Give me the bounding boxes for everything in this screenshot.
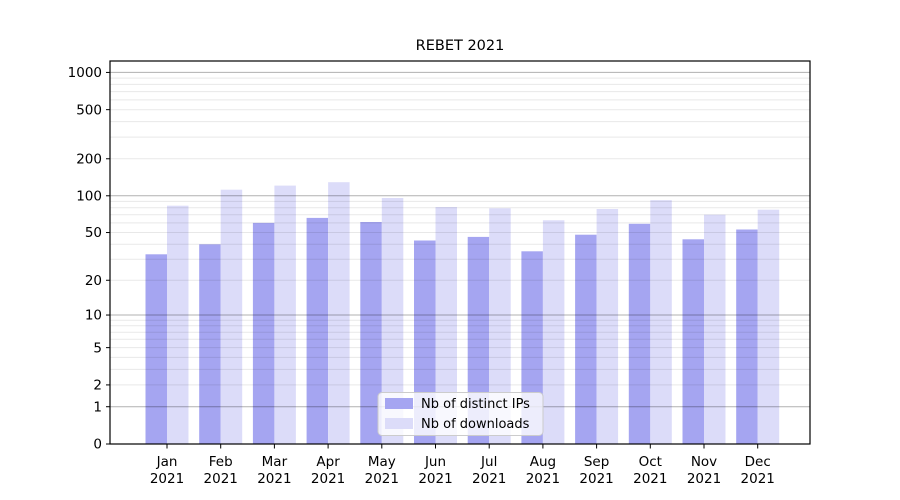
- axes-frame: [109, 60, 811, 445]
- x-tick-label-year-feb: 2021: [204, 471, 238, 487]
- x-tick-label-year-sep: 2021: [579, 471, 613, 487]
- y-tick-label-0: 0: [93, 437, 102, 453]
- x-tick-label-aug: Aug: [530, 454, 556, 470]
- y-tick-label-10: 10: [85, 308, 102, 324]
- legend-label-distinct-ips: Nb of distinct IPs: [421, 397, 530, 412]
- y-tick-label-500: 500: [76, 102, 102, 118]
- bar-downloads-aug: [542, 220, 565, 444]
- x-tick-label-feb: Feb: [209, 454, 233, 470]
- x-tick-label-year-mar: 2021: [257, 471, 291, 487]
- x-tick-label-year-aug: 2021: [526, 471, 560, 487]
- bar-downloads-nov: [704, 214, 726, 444]
- y-tick-label-1: 1: [93, 399, 102, 415]
- x-tick-label-year-oct: 2021: [633, 471, 667, 487]
- y-tick-label-50: 50: [85, 225, 102, 241]
- bar-downloads-jul: [489, 208, 511, 444]
- bar-downloads-sep: [596, 209, 619, 444]
- legend-swatch-downloads: [385, 418, 413, 429]
- bar-distinct-ips-dec: [736, 229, 758, 444]
- bar-downloads-jun: [435, 207, 457, 444]
- x-tick-label-year-jan: 2021: [150, 471, 184, 487]
- bar-downloads-mar: [274, 185, 296, 444]
- legend-label-downloads: Nb of downloads: [421, 417, 530, 432]
- x-tick-label-jun: Jun: [424, 454, 446, 470]
- bar-distinct-ips-jan: [145, 254, 167, 444]
- bar-distinct-ips-sep: [575, 234, 597, 444]
- x-tick-label-year-apr: 2021: [311, 471, 345, 487]
- bar-distinct-ips-feb: [199, 244, 221, 444]
- x-tick-label-year-jul: 2021: [472, 471, 506, 487]
- x-tick-label-apr: Apr: [316, 454, 340, 470]
- y-tick-label-100: 100: [76, 189, 102, 205]
- x-tick-label-year-dec: 2021: [741, 471, 775, 487]
- bar-distinct-ips-may: [360, 222, 382, 444]
- y-tick-label-5: 5: [93, 340, 102, 356]
- x-tick-label-oct: Oct: [639, 454, 662, 470]
- legend-box: [377, 392, 544, 436]
- bar-downloads-jan: [167, 205, 189, 444]
- y-tick-label-20: 20: [85, 273, 102, 289]
- x-tick-label-jan: Jan: [156, 454, 178, 470]
- x-tick-label-mar: Mar: [262, 454, 288, 470]
- bar-distinct-ips-apr: [306, 217, 329, 444]
- x-tick-label-sep: Sep: [584, 454, 609, 470]
- chart-title: REBET 2021: [416, 38, 505, 54]
- y-tick-label-2: 2: [93, 378, 102, 394]
- y-tick-label-200: 200: [76, 152, 102, 168]
- bar-downloads-oct: [650, 200, 672, 444]
- x-tick-label-jul: Jul: [480, 454, 497, 470]
- x-tick-label-year-nov: 2021: [687, 471, 721, 487]
- x-tick-label-nov: Nov: [691, 454, 717, 470]
- x-tick-label-dec: Dec: [745, 454, 771, 470]
- y-tick-label-1000: 1000: [68, 65, 102, 81]
- bar-downloads-dec: [757, 209, 780, 444]
- bar-downloads-apr: [328, 182, 350, 444]
- legend-swatch-distinct-ips: [385, 398, 413, 409]
- x-tick-label-year-may: 2021: [365, 471, 399, 487]
- bar-distinct-ips-oct: [628, 223, 651, 444]
- bar-downloads-feb: [220, 189, 243, 444]
- x-tick-label-year-jun: 2021: [418, 471, 452, 487]
- x-tick-label-may: May: [368, 454, 396, 470]
- bar-distinct-ips-nov: [682, 239, 704, 444]
- bar-downloads-may: [381, 198, 404, 444]
- bar-distinct-ips-mar: [252, 222, 275, 444]
